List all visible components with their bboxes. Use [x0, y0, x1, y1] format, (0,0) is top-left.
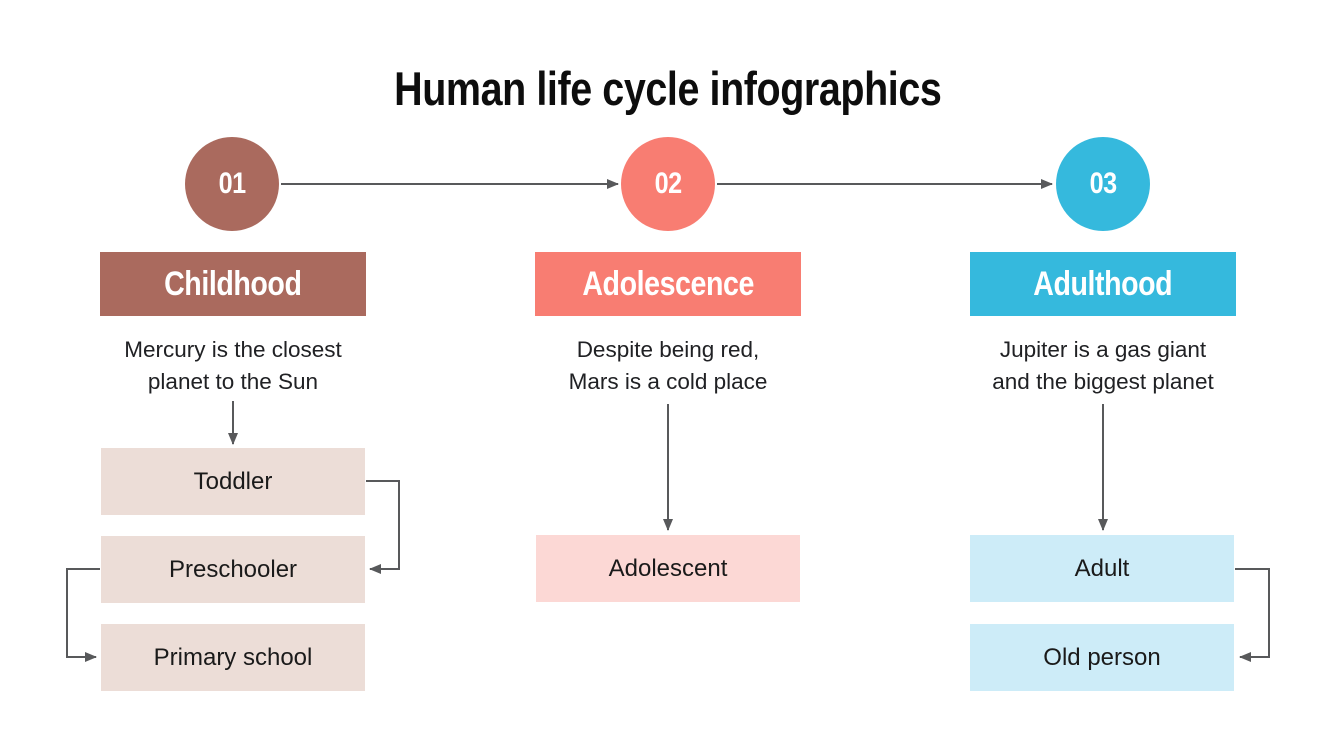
connector-adult-to-oldperson	[1235, 568, 1270, 662]
connector-preschooler-to-primary	[66, 568, 100, 662]
description-adolescence: Despite being red, Mars is a cold place	[568, 337, 768, 394]
title-bar: Human life cycle infographics	[0, 58, 1336, 118]
stage-label: Adult	[1074, 554, 1130, 582]
column-header-childhood: Childhood	[100, 252, 366, 316]
step-circle-01: 01	[185, 137, 279, 231]
stage-label: Primary school	[153, 643, 313, 671]
description-childhood: Mercury is the closest planet to the Sun	[124, 337, 342, 394]
step-circle-03: 03	[1056, 137, 1150, 231]
step-number: 01	[218, 167, 246, 200]
step-circle-02: 02	[621, 137, 715, 231]
stage-label: Toddler	[193, 467, 273, 495]
column-header-adulthood: Adulthood	[970, 252, 1236, 316]
column-header-label: Childhood	[164, 264, 302, 303]
stage-box-adolescent: Adolescent	[536, 535, 800, 602]
stage-box-preschooler: Preschooler	[101, 536, 365, 603]
stage-label: Adolescent	[608, 554, 728, 582]
description-adulthood: Jupiter is a gas giant and the biggest p…	[992, 337, 1214, 394]
stage-box-old-person: Old person	[970, 624, 1234, 691]
stage-box-primary-school: Primary school	[101, 624, 365, 691]
step-number: 02	[654, 167, 682, 200]
page-title: Human life cycle infographics	[394, 61, 942, 115]
stage-label: Old person	[1043, 643, 1161, 671]
stage-box-toddler: Toddler	[101, 448, 365, 515]
step-number: 03	[1089, 167, 1117, 200]
column-header-label: Adulthood	[1033, 264, 1173, 303]
stage-label: Preschooler	[168, 555, 298, 583]
stage-box-adult: Adult	[970, 535, 1234, 602]
column-header-adolescence: Adolescence	[535, 252, 801, 316]
column-header-label: Adolescence	[582, 264, 754, 303]
connector-toddler-to-preschooler	[366, 480, 400, 574]
